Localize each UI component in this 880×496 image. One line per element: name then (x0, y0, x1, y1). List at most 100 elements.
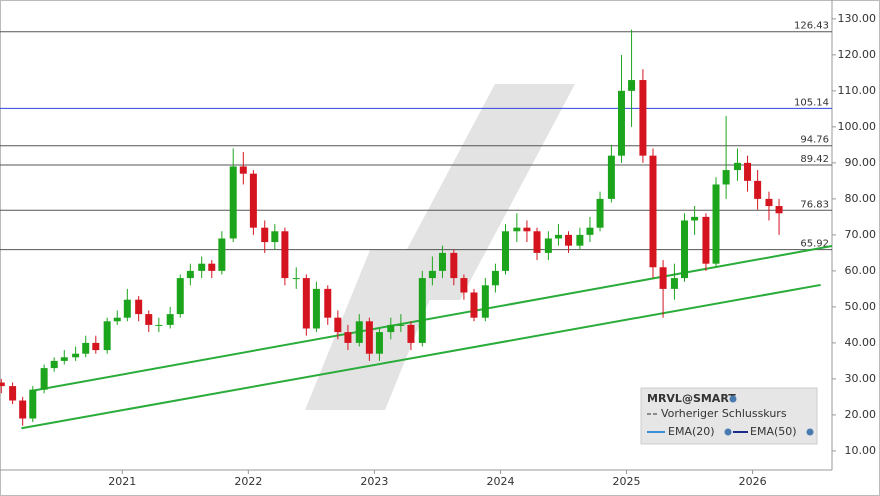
candle-body (576, 234, 584, 246)
candle-body (29, 389, 37, 419)
candle-body (639, 80, 647, 156)
candle-body (775, 206, 783, 214)
candle-body (544, 238, 552, 253)
y-tick-label: 60.00 (845, 264, 877, 277)
candle-body (596, 198, 604, 228)
candle-body (722, 170, 730, 185)
y-tick-label: 120.00 (838, 48, 877, 61)
level-label: 94.76 (800, 135, 829, 146)
x-tick-label: 2025 (613, 475, 641, 488)
x-tick-label: 2026 (739, 475, 767, 488)
level-label: 126.43 (794, 21, 829, 32)
candle-body (670, 278, 678, 289)
y-tick-label: 20.00 (845, 408, 877, 421)
y-tick-label: 110.00 (838, 84, 877, 97)
candle-body (9, 386, 17, 401)
candle-body (533, 231, 541, 253)
candle-body (50, 360, 58, 369)
candle-body (765, 198, 773, 207)
y-tick-label: 80.00 (845, 192, 877, 205)
candle-body (218, 238, 226, 271)
candle-body (565, 234, 573, 246)
candle-body (712, 184, 720, 264)
candle-body (155, 324, 163, 326)
candle-body (628, 80, 636, 91)
y-tick-label: 40.00 (845, 336, 877, 349)
candle-body (145, 314, 153, 325)
trendline (21, 283, 821, 430)
icon (806, 428, 814, 436)
candle-body (19, 400, 27, 419)
candle-body (324, 288, 332, 318)
candle-body (229, 166, 237, 239)
candle-body (523, 227, 531, 232)
y-tick-label: 100.00 (838, 120, 877, 133)
candle-body (375, 332, 383, 354)
y-tick-label: 50.00 (845, 300, 877, 313)
candle-body (103, 321, 111, 351)
candle-body (554, 234, 562, 239)
candle-body (123, 299, 131, 318)
candle-body (82, 342, 90, 354)
candle-body (691, 216, 699, 221)
trendline (30, 245, 833, 393)
candle-body (617, 90, 625, 156)
x-tick-label: 2023 (360, 475, 388, 488)
candle-body (249, 173, 257, 228)
candle-body (681, 220, 689, 279)
candle-body (355, 321, 363, 343)
level-label: 65.92 (800, 239, 829, 250)
level-label: 76.83 (800, 199, 829, 210)
candle-body (649, 155, 657, 268)
candle-body (586, 227, 594, 235)
level-label: 105.14 (794, 97, 829, 108)
candle-body (744, 162, 752, 181)
candle-body (186, 270, 194, 279)
candle-body (60, 357, 68, 361)
candle-body (281, 231, 289, 279)
legend-label: EMA(20) (668, 425, 715, 438)
candle-body (72, 353, 80, 358)
candle-body (239, 166, 247, 174)
y-tick-label: 10.00 (845, 444, 877, 457)
candle-body (261, 227, 269, 243)
candle-body (344, 332, 352, 343)
y-tick-label: 90.00 (845, 156, 877, 169)
candle-body (113, 317, 121, 322)
candle-body (607, 155, 615, 199)
legend-label: Vorheriger Schlusskurs (661, 407, 787, 420)
candle-body (365, 321, 373, 354)
candle-body (481, 285, 489, 318)
legend-title: MRVL@SMART (647, 392, 736, 405)
y-tick-label: 130.00 (838, 12, 877, 25)
candle-body (312, 288, 320, 329)
candle-body (135, 299, 143, 315)
legend-label: EMA(50) (750, 425, 797, 438)
candle-body (198, 263, 206, 271)
candle-body (460, 278, 468, 293)
candle-body (418, 278, 426, 343)
candle-body (302, 278, 310, 329)
candle-body (208, 263, 216, 271)
candle-body (40, 368, 48, 390)
candle-body (438, 252, 446, 271)
legend: MRVL@SMART Vorheriger Schlusskurs EMA(20… (640, 387, 818, 445)
candle-body (733, 162, 741, 171)
candle-body (659, 267, 667, 289)
candle-body (502, 231, 510, 271)
candle-body (513, 227, 521, 232)
candle-body (92, 342, 100, 351)
y-tick-label: 30.00 (845, 372, 877, 385)
candle-body (450, 252, 458, 279)
candle-body (0, 382, 5, 387)
icon (724, 428, 732, 436)
x-tick-label: 2021 (108, 475, 136, 488)
icon (729, 395, 737, 403)
candle-body (754, 180, 762, 199)
candle-body (491, 270, 499, 286)
candle-body (702, 216, 710, 264)
candle-body (334, 317, 342, 333)
candle-body (176, 278, 184, 315)
candle-body (407, 324, 415, 343)
candle-body (292, 278, 300, 280)
